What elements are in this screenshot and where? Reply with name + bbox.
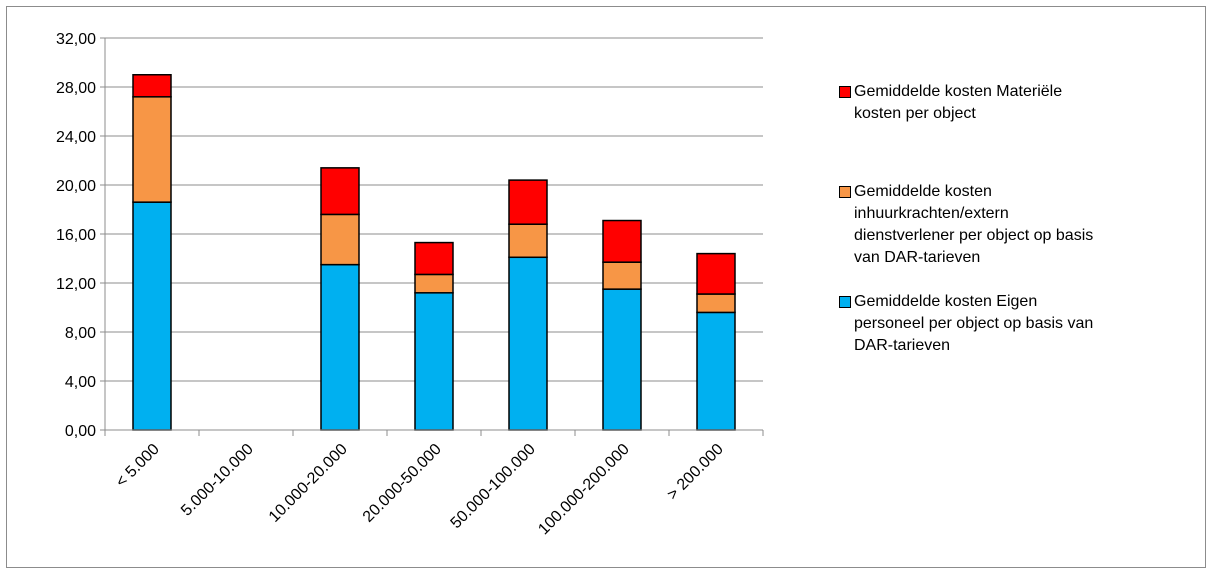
legend-label-eigen-personeel: Gemiddelde kosten Eigen personeel per ob…	[854, 293, 1094, 354]
y-tick-label: 12,00	[56, 276, 96, 293]
bar-segment	[132, 201, 172, 431]
bar-segment	[414, 241, 454, 276]
x-tick-label: < 5.000	[113, 441, 163, 491]
bar-segment	[320, 167, 360, 216]
bar-segment	[132, 74, 172, 98]
bar-segment	[414, 292, 454, 431]
y-tick-label: 28,00	[56, 80, 96, 97]
legend-label-inhuurkrachten: Gemiddelde kosten inhuurkrachten/extern …	[854, 183, 1094, 266]
legend-swatch-eigen-personeel	[839, 296, 851, 308]
stacked-bar-chart: 0,00 4,00 8,00 12,00 16,00 20,00 24,00 28,00 32,…	[56, 31, 764, 539]
x-tick-label: > 200.000	[664, 441, 727, 504]
y-tick-label: 20,00	[56, 178, 96, 195]
legend-swatch-materiele-kosten	[839, 86, 851, 98]
x-tick-label: 100.000-200.000	[535, 441, 633, 539]
bar-segment	[508, 256, 548, 431]
bar-segment	[132, 96, 172, 203]
y-tick-label: 8,00	[65, 325, 96, 342]
x-tick-label: 10.000-20.000	[266, 441, 351, 526]
y-tick-label: 24,00	[56, 129, 96, 146]
bar-segment	[320, 213, 360, 266]
bar-segment	[508, 223, 548, 259]
y-tick-label: 32,00	[56, 31, 96, 48]
bar-segment	[696, 252, 736, 295]
y-tick-label: 16,00	[56, 227, 96, 244]
x-tick-label: 5.000-10.000	[178, 441, 257, 520]
legend-item-materiele-kosten: Gemiddelde kosten Materiële kosten per o…	[839, 81, 1104, 125]
bar-segment	[696, 293, 736, 314]
bar-segment	[602, 261, 642, 290]
bar-segment	[414, 273, 454, 294]
y-tick-label: 4,00	[65, 374, 96, 391]
y-tick-label: 0,00	[65, 423, 96, 440]
bar-segment	[320, 263, 360, 431]
bar-segment	[508, 179, 548, 225]
legend-label-materiele-kosten: Gemiddelde kosten Materiële kosten per o…	[854, 83, 1063, 122]
bar-segment	[602, 219, 642, 263]
bar-segment	[696, 311, 736, 431]
x-tick-label: 20.000-50.000	[360, 441, 445, 526]
bar-segment	[602, 288, 642, 431]
legend-item-eigen-personeel: Gemiddelde kosten Eigen personeel per ob…	[839, 291, 1104, 357]
legend-swatch-inhuurkrachten	[839, 186, 851, 198]
chart-frame: 0,00 4,00 8,00 12,00 16,00 20,00 24,00 28,00 32,…	[6, 6, 1206, 568]
x-tick-label: 50.000-100.000	[448, 441, 539, 532]
legend-item-inhuurkrachten: Gemiddelde kosten inhuurkrachten/extern …	[839, 181, 1104, 269]
